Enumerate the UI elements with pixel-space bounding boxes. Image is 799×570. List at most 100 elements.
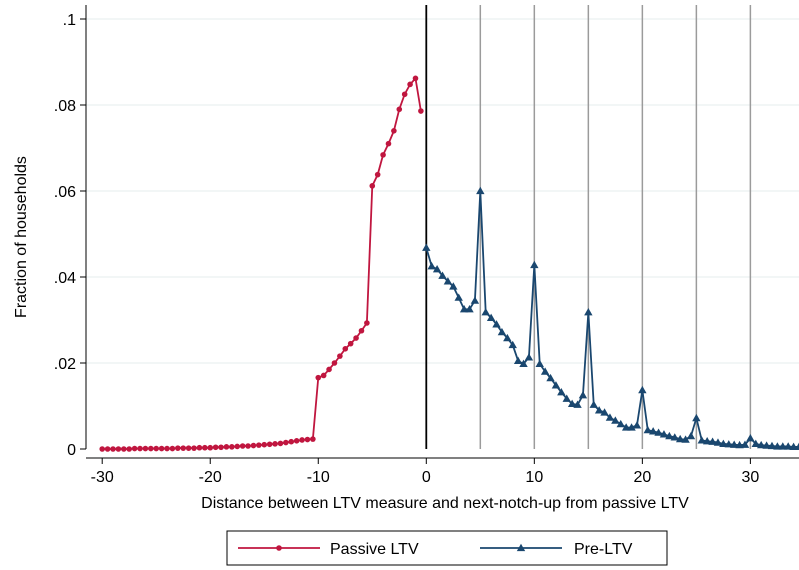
x-tick-label: -20 — [199, 469, 222, 486]
data-point — [169, 445, 176, 452]
data-point — [470, 296, 480, 304]
data-point — [304, 436, 311, 443]
data-point — [746, 434, 755, 442]
data-point — [153, 445, 160, 452]
data-point — [692, 413, 701, 422]
data-point — [546, 373, 555, 382]
data-point — [256, 442, 262, 448]
x-tick-label: 0 — [422, 469, 431, 486]
data-point — [126, 446, 133, 452]
data-point — [794, 442, 799, 450]
data-point — [369, 183, 376, 189]
data-point — [418, 108, 424, 114]
data-point — [719, 439, 728, 447]
data-point — [277, 440, 284, 447]
data-point — [374, 171, 381, 178]
x-tick-label: 10 — [525, 469, 543, 486]
data-point — [783, 442, 793, 450]
legend-marker — [516, 543, 526, 552]
data-point — [578, 391, 588, 399]
data-point — [519, 359, 528, 368]
data-point — [110, 446, 116, 452]
data-point — [708, 437, 717, 445]
data-point — [589, 400, 598, 408]
data-point — [459, 305, 469, 313]
data-point — [513, 356, 523, 364]
y-tick-label: 0 — [67, 442, 76, 459]
data-point — [535, 359, 544, 368]
y-tick-label: .1 — [63, 12, 76, 29]
data-point — [266, 441, 273, 448]
data-point — [508, 340, 517, 349]
data-point — [207, 444, 214, 451]
data-point — [654, 428, 663, 436]
data-point — [751, 439, 760, 447]
data-point — [594, 406, 604, 414]
data-point — [353, 335, 359, 341]
data-point — [337, 353, 343, 359]
data-point — [196, 444, 203, 451]
data-point — [310, 436, 316, 442]
series-1 — [422, 186, 799, 450]
x-tick-label: -30 — [91, 469, 114, 486]
data-point — [562, 394, 571, 402]
data-point — [234, 443, 241, 450]
data-point — [465, 305, 474, 313]
data-point — [740, 440, 750, 448]
data-point — [773, 442, 782, 450]
data-point — [121, 446, 127, 452]
data-point — [283, 439, 289, 446]
data-point — [481, 308, 490, 316]
y-tick-label: .08 — [54, 98, 76, 115]
data-point — [702, 437, 712, 445]
data-point — [364, 320, 370, 326]
data-point — [540, 367, 550, 375]
data-point — [407, 81, 413, 88]
legend-marker — [276, 545, 282, 551]
data-point — [567, 399, 577, 407]
data-point — [432, 265, 442, 273]
data-point — [492, 320, 501, 328]
data-point — [551, 381, 561, 389]
data-point — [158, 445, 165, 452]
data-point — [239, 443, 246, 449]
data-point — [137, 445, 143, 452]
data-point — [223, 444, 230, 450]
data-point — [449, 282, 458, 290]
data-point — [401, 91, 408, 98]
data-point — [299, 437, 305, 443]
data-point — [627, 423, 636, 431]
data-point — [767, 441, 777, 450]
data-point — [454, 293, 463, 301]
data-point — [191, 445, 197, 451]
series-0 — [99, 75, 424, 452]
data-point — [385, 140, 392, 147]
data-point — [412, 75, 419, 82]
y-axis-title: Fraction of households — [13, 156, 30, 318]
data-point — [681, 435, 690, 443]
legend: Passive LTV Pre-LTV — [226, 530, 668, 566]
axes: 0 .02 .04 .06 .08 .1 -30 -20 -10 0 10 20 30 — [54, 5, 799, 486]
data-point — [358, 327, 365, 334]
data-point — [331, 360, 338, 366]
data-point — [142, 445, 149, 452]
data-point — [632, 421, 642, 429]
data-point — [756, 440, 766, 449]
series-layer — [99, 75, 799, 452]
gridlines — [86, 18, 799, 364]
data-point — [202, 444, 208, 451]
data-point — [648, 427, 658, 435]
data-point — [326, 366, 332, 373]
data-point — [713, 438, 723, 446]
data-point — [115, 446, 122, 452]
data-point — [443, 277, 453, 285]
data-point — [272, 441, 278, 447]
data-point — [320, 372, 327, 379]
data-point — [697, 436, 706, 444]
legend-label: Passive LTV — [330, 541, 419, 558]
y-tick-label: .02 — [54, 356, 76, 373]
data-point — [659, 430, 669, 438]
data-point — [380, 152, 386, 158]
data-point — [148, 445, 154, 452]
